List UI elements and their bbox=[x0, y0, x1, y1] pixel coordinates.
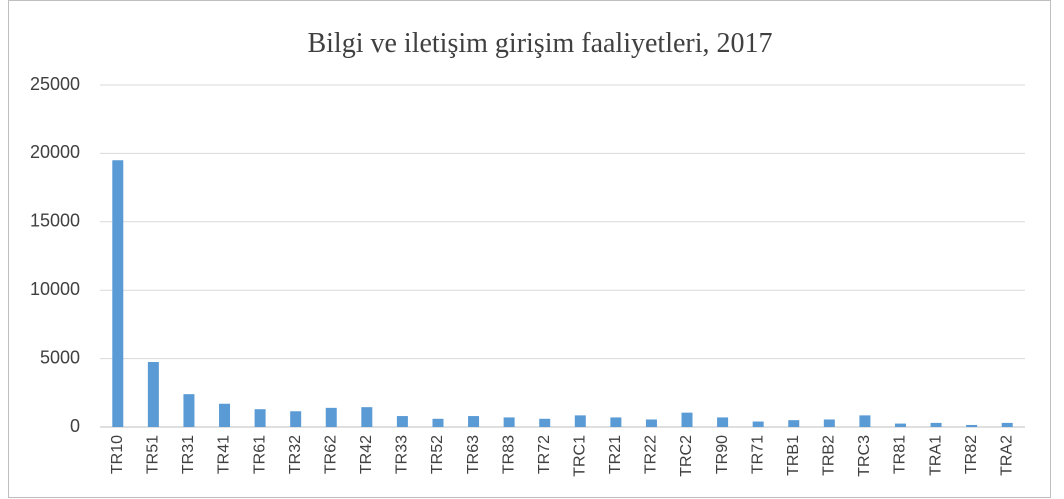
bar bbox=[894, 423, 906, 427]
chart-border bbox=[8, 0, 1051, 498]
bar bbox=[717, 417, 729, 427]
x-tick-label: TRB2 bbox=[821, 435, 838, 476]
x-tick-label: TR61 bbox=[251, 435, 268, 474]
x-tick-label: TR21 bbox=[607, 435, 624, 474]
x-tick-label: TR51 bbox=[145, 435, 162, 474]
y-tick-label: 0 bbox=[70, 416, 80, 436]
x-tick-label: TRB1 bbox=[785, 435, 802, 476]
x-tick-label: TR52 bbox=[429, 435, 446, 474]
bar bbox=[681, 412, 693, 427]
y-tick-label: 5000 bbox=[40, 347, 80, 367]
y-tick-label: 25000 bbox=[30, 74, 80, 94]
x-tick-label: TR83 bbox=[500, 435, 517, 474]
bar bbox=[290, 411, 302, 427]
bar bbox=[574, 415, 586, 427]
bar bbox=[503, 417, 515, 427]
bar bbox=[823, 419, 835, 427]
bar bbox=[254, 409, 266, 427]
bar bbox=[147, 362, 159, 427]
x-tick-label: TRC1 bbox=[572, 435, 589, 477]
x-tick-label: TRC2 bbox=[678, 435, 695, 477]
bar bbox=[219, 403, 231, 427]
bar bbox=[396, 416, 408, 427]
bar bbox=[930, 422, 942, 427]
x-tick-label: TR62 bbox=[322, 435, 339, 474]
x-tick-label: TR63 bbox=[465, 435, 482, 474]
bar bbox=[325, 407, 337, 427]
bar bbox=[361, 407, 373, 427]
y-tick-label: 10000 bbox=[30, 279, 80, 299]
x-tick-label: TR82 bbox=[963, 435, 980, 474]
bar bbox=[183, 394, 195, 427]
x-tick-label: TR33 bbox=[394, 435, 411, 474]
bar bbox=[432, 418, 444, 427]
x-tick-label: TR81 bbox=[892, 435, 909, 474]
y-tick-label: 15000 bbox=[30, 211, 80, 231]
bar bbox=[859, 415, 871, 427]
bar bbox=[645, 419, 657, 427]
bar bbox=[539, 418, 551, 427]
x-tick-label: TR72 bbox=[536, 435, 553, 474]
bar bbox=[752, 421, 764, 427]
x-tick-label: TRA1 bbox=[927, 435, 944, 476]
x-tick-label: TRA2 bbox=[998, 435, 1015, 476]
bar bbox=[468, 416, 480, 427]
y-tick-label: 20000 bbox=[30, 142, 80, 162]
x-tick-label: TR31 bbox=[180, 435, 197, 474]
x-tick-label: TR32 bbox=[287, 435, 304, 474]
bar bbox=[112, 160, 124, 428]
bar bbox=[788, 420, 800, 427]
x-tick-label: TR10 bbox=[109, 435, 126, 474]
chart-title: Bilgi ve iletişim girişim faaliyetleri, … bbox=[307, 28, 772, 59]
x-tick-label: TRC3 bbox=[856, 435, 873, 477]
x-tick-label: TR41 bbox=[216, 435, 233, 474]
x-tick-label: TR71 bbox=[749, 435, 766, 474]
x-tick-label: TR90 bbox=[714, 435, 731, 474]
bar bbox=[610, 417, 622, 427]
x-tick-label: TR22 bbox=[643, 435, 660, 474]
x-tick-label: TR42 bbox=[358, 435, 375, 474]
bar bbox=[1001, 422, 1013, 427]
bar bbox=[966, 424, 978, 427]
